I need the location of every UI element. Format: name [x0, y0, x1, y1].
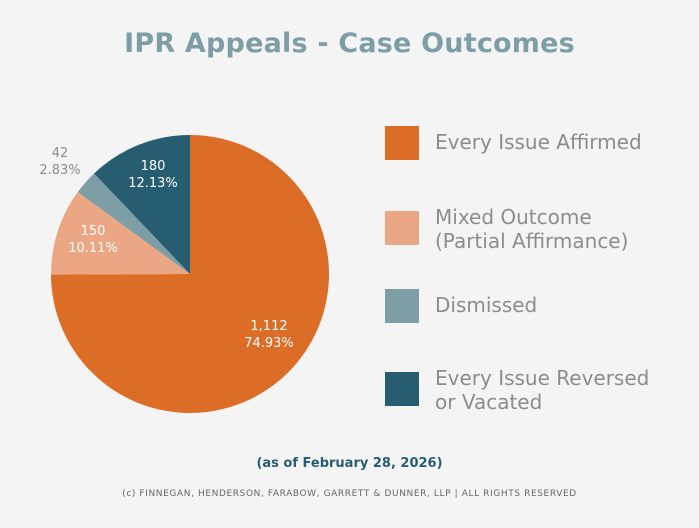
data-label-dismissed: 42 2.83%: [39, 146, 80, 178]
legend-item-dismissed: Dismissed: [385, 289, 695, 323]
legend-label-reversed: Every Issue Reversed or Vacated: [435, 366, 650, 414]
pie-slice-affirmed: [51, 135, 329, 413]
pie-slice-mixed: [50, 192, 191, 275]
legend-item-affirmed: Every Issue Affirmed: [385, 126, 695, 160]
legend-label-affirmed: Every Issue Affirmed: [435, 130, 642, 154]
legend-item-mixed: Mixed Outcome (Partial Affirmance): [385, 205, 695, 253]
chart-title: IPR Appeals - Case Outcomes: [124, 28, 575, 59]
as-of-date: (as of February 28, 2026): [256, 456, 443, 471]
copyright-notice: (c) FINNEGAN, HENDERSON, FARABOW, GARRET…: [122, 489, 577, 499]
legend-swatch-affirmed: [385, 126, 419, 160]
data-label-affirmed: 1,112 74.93%: [244, 319, 294, 351]
legend-item-reversed: Every Issue Reversed or Vacated: [385, 366, 695, 414]
legend-label-dismissed: Dismissed: [435, 293, 538, 317]
legend-swatch-mixed: [385, 211, 419, 245]
data-label-mixed: 150 10.11%: [68, 224, 118, 256]
pie-slice-dismissed: [77, 173, 190, 274]
pie-slice-reversed: [94, 135, 190, 274]
legend-label-mixed: Mixed Outcome (Partial Affirmance): [435, 205, 629, 253]
legend-swatch-dismissed: [385, 289, 419, 323]
legend-swatch-reversed: [385, 372, 419, 406]
data-label-reversed: 180 12.13%: [128, 159, 178, 191]
